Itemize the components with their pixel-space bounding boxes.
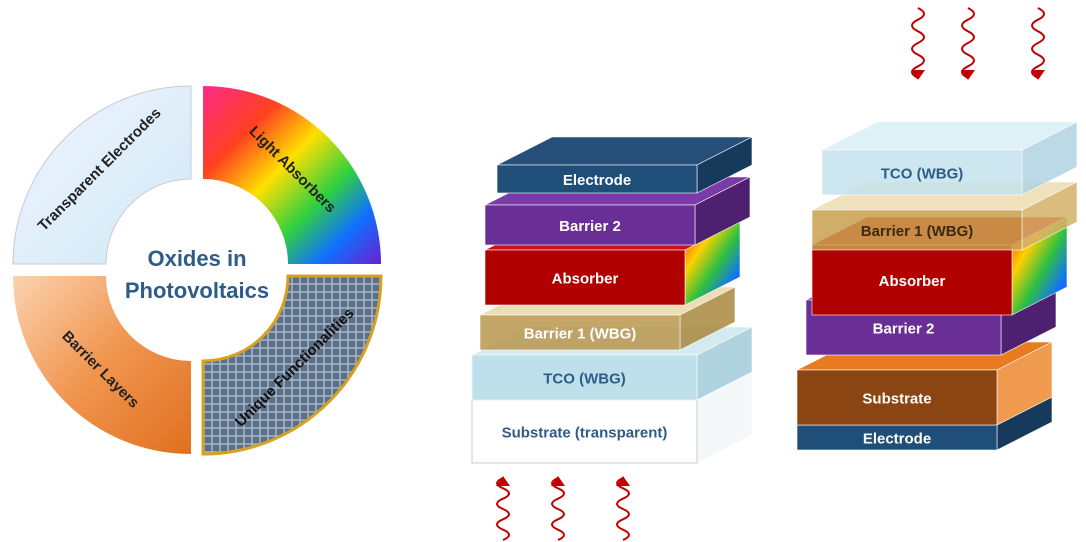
light-wave [961, 7, 975, 79]
layer-front [496, 164, 698, 194]
layer-front [811, 209, 1023, 251]
segment-shape [203, 86, 381, 264]
layer-front [821, 149, 1023, 196]
light-wave [496, 477, 510, 541]
light-arrowhead [551, 476, 565, 486]
layer-label: Barrier 2 [559, 218, 621, 235]
layer-label: Barrier 2 [873, 320, 935, 337]
layer-label: Barrier 1 (WBG) [524, 325, 637, 342]
light-arrowhead [616, 476, 630, 486]
ring: Transparent Electrodes Light Absorbers B… [12, 85, 383, 456]
light-arrowhead [911, 70, 925, 80]
segment-shape [13, 276, 191, 454]
layer-front [811, 244, 1013, 316]
layer-front [471, 354, 698, 401]
light-arrowhead [961, 70, 975, 80]
layer-front [796, 424, 998, 451]
layer-label: Absorber [879, 273, 946, 290]
center-title: Oxides in [147, 246, 246, 271]
layer-front [484, 204, 696, 246]
light-wave [616, 477, 630, 541]
light-wave [1031, 7, 1045, 79]
light-wave [551, 477, 565, 541]
layer-label: Electrode [863, 430, 931, 447]
layer-front [796, 369, 998, 426]
layer-label: Barrier 1 (WBG) [861, 223, 974, 240]
center-title: Photovoltaics [125, 278, 269, 303]
layer-label: Absorber [552, 270, 619, 287]
stacks: Substrate (transparent) TCO (WBG) Barrier … [471, 7, 1078, 541]
light-arrowhead [1031, 70, 1045, 80]
light-wave [911, 7, 925, 79]
layer-front [471, 399, 698, 464]
layer-front [479, 314, 681, 351]
layer-label: Electrode [563, 172, 631, 189]
layer-front [484, 249, 686, 306]
segment-shape [201, 274, 383, 456]
layer-label: TCO (WBG) [881, 165, 963, 182]
light-arrowhead [496, 476, 510, 486]
segment-shape [12, 85, 192, 265]
layer-label: Substrate (transparent) [502, 424, 668, 441]
layer-label: Substrate [862, 390, 931, 407]
layer-label: TCO (WBG) [543, 370, 625, 387]
